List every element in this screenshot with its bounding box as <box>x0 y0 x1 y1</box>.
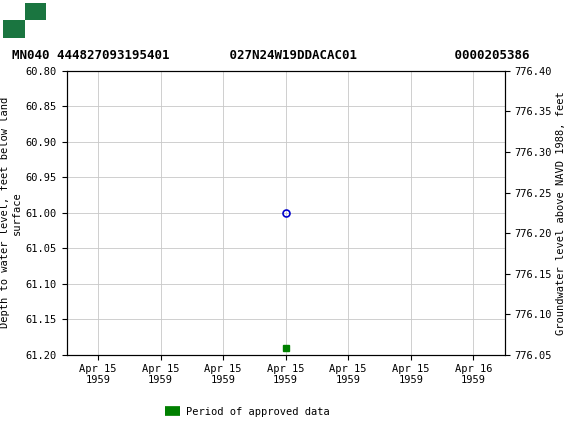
Text: MN040 444827093195401        027N24W19DDACAC01             0000205386: MN040 444827093195401 027N24W19DDACAC01 … <box>12 49 529 61</box>
Text: USGS: USGS <box>51 12 106 29</box>
Bar <box>24 3 46 20</box>
Bar <box>3 3 46 37</box>
Y-axis label: Groundwater level above NAVD 1988, feet: Groundwater level above NAVD 1988, feet <box>556 91 566 335</box>
Text: Period of approved data: Period of approved data <box>186 407 329 417</box>
Y-axis label: Depth to water level, feet below land
surface: Depth to water level, feet below land su… <box>0 97 21 329</box>
Bar <box>3 20 24 37</box>
